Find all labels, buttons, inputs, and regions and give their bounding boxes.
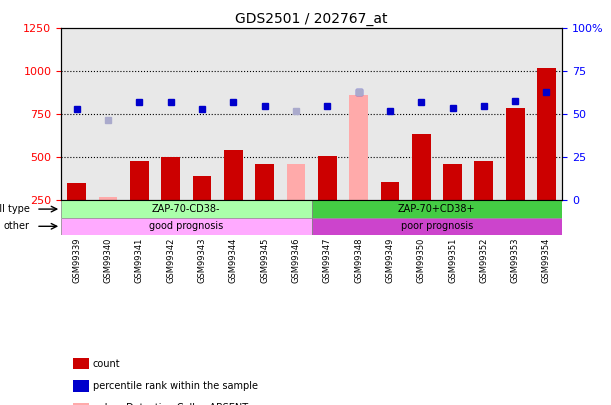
Text: count: count — [93, 359, 120, 369]
Text: GSM99342: GSM99342 — [166, 238, 175, 283]
Text: GSM99344: GSM99344 — [229, 238, 238, 283]
FancyBboxPatch shape — [312, 217, 562, 235]
Text: good prognosis: good prognosis — [149, 221, 224, 231]
Text: ZAP-70+CD38+: ZAP-70+CD38+ — [398, 204, 475, 214]
Text: GSM99347: GSM99347 — [323, 238, 332, 283]
Text: GSM99352: GSM99352 — [480, 238, 488, 283]
Text: GSM99350: GSM99350 — [417, 238, 426, 283]
Bar — [506, 107, 524, 200]
Bar — [130, 161, 149, 200]
Bar — [287, 164, 306, 200]
Bar — [192, 176, 211, 200]
Bar — [537, 68, 556, 200]
Bar — [412, 134, 431, 200]
Text: GSM99348: GSM99348 — [354, 238, 363, 283]
Text: GSM99341: GSM99341 — [135, 238, 144, 283]
Bar — [318, 156, 337, 200]
Text: GSM99353: GSM99353 — [511, 238, 519, 283]
Text: percentile rank within the sample: percentile rank within the sample — [93, 381, 258, 391]
Text: GSM99345: GSM99345 — [260, 238, 269, 283]
Text: ZAP-70-CD38-: ZAP-70-CD38- — [152, 204, 221, 214]
FancyBboxPatch shape — [312, 200, 562, 217]
Text: GSM99340: GSM99340 — [104, 238, 112, 283]
FancyBboxPatch shape — [61, 217, 312, 235]
Text: GSM99351: GSM99351 — [448, 238, 457, 283]
Text: GSM99343: GSM99343 — [197, 238, 207, 283]
Text: GSM99354: GSM99354 — [542, 238, 551, 283]
Bar — [161, 158, 180, 200]
Bar — [443, 164, 462, 200]
Text: GSM99346: GSM99346 — [291, 238, 301, 283]
Bar — [67, 183, 86, 200]
Bar — [224, 150, 243, 200]
Bar — [475, 161, 493, 200]
Bar — [349, 96, 368, 200]
Text: value, Detection Call = ABSENT: value, Detection Call = ABSENT — [93, 403, 248, 405]
Text: poor prognosis: poor prognosis — [401, 221, 473, 231]
Text: GSM99349: GSM99349 — [386, 238, 394, 283]
Title: GDS2501 / 202767_at: GDS2501 / 202767_at — [235, 12, 388, 26]
Bar — [255, 164, 274, 200]
FancyBboxPatch shape — [61, 200, 312, 217]
Text: other: other — [4, 221, 30, 231]
Bar — [99, 197, 117, 200]
Text: cell type: cell type — [0, 204, 30, 214]
Bar — [381, 182, 400, 200]
Text: GSM99339: GSM99339 — [72, 238, 81, 283]
